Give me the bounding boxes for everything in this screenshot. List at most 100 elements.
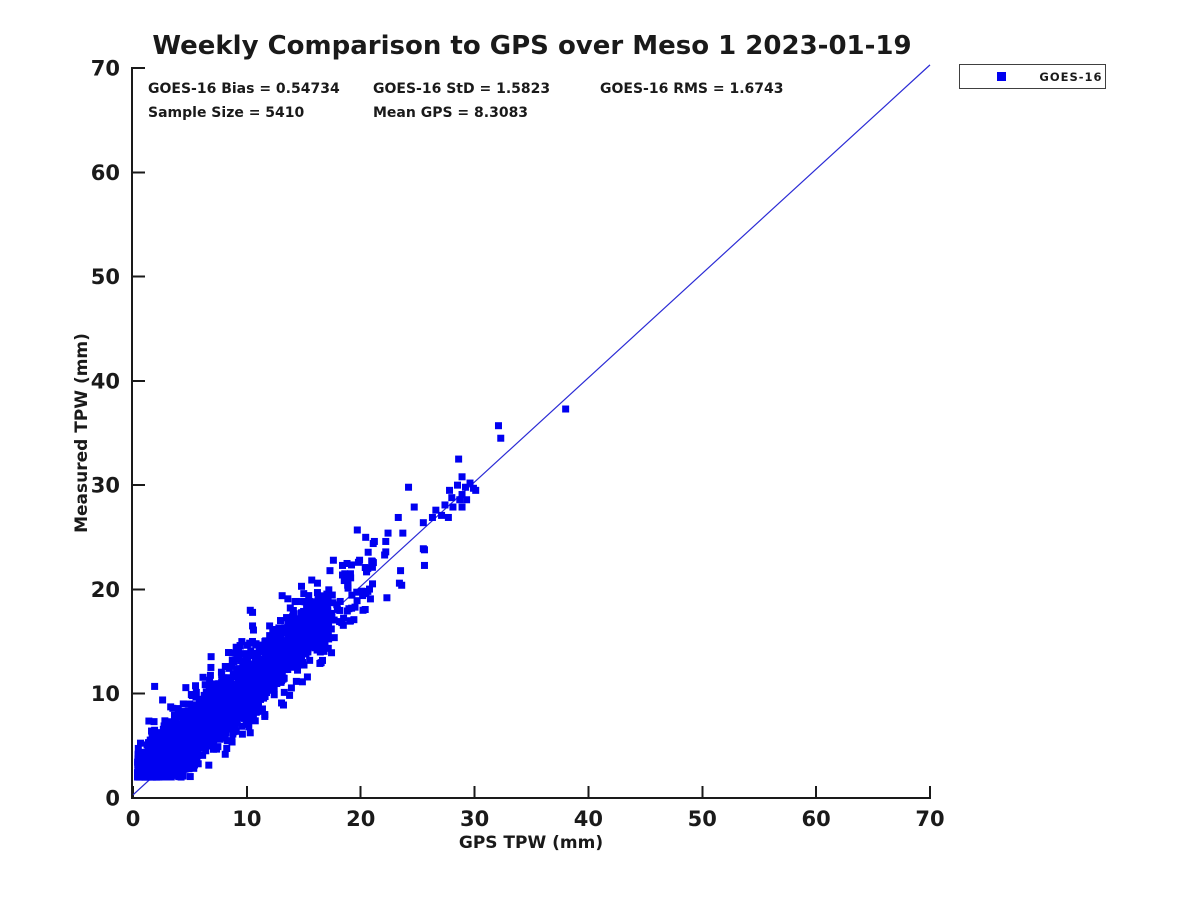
legend-marker-icon [997,72,1006,81]
scatter-point [326,567,334,575]
scatter-point [203,694,211,702]
scatter-point [208,741,216,749]
chart-title: Weekly Comparison to GPS over Meso 1 202… [152,31,911,61]
scatter-point [254,698,262,706]
scatter-point [205,761,213,769]
scatter-point [299,658,307,666]
scatter-point [225,705,233,713]
scatter-point [177,773,185,781]
scatter-point [292,624,300,632]
scatter-point [267,653,275,661]
scatter-point [147,761,155,769]
scatter-point [249,626,257,634]
scatter-point [221,732,229,740]
scatter-point [320,639,328,647]
scatter-point [198,710,206,718]
scatter-point [328,591,336,599]
scatter-point [186,773,194,781]
scatter-point [369,580,377,588]
scatter-point [267,677,275,685]
scatter-point [333,601,341,609]
scatter-point [333,605,341,613]
scatter-point [199,751,207,759]
scatter-point [194,760,202,768]
scatter-point [157,765,165,773]
scatter-point [458,491,466,499]
scatter-point [159,696,167,704]
scatter-point [173,770,181,778]
scatter-point [179,700,187,708]
scatter-point [351,603,359,611]
scatter-point [295,637,303,645]
scatter-point [276,656,284,664]
scatter-point [254,667,262,675]
y-tick-label: 30 [91,474,120,498]
scatter-point [223,744,231,752]
scatter-point [150,770,158,778]
scatter-point [358,587,366,595]
scatter-point [455,455,463,463]
scatter-point [144,743,152,751]
scatter-point [290,646,298,654]
scatter-point [140,762,148,770]
scatter-point [210,682,218,690]
scatter-point [356,556,364,564]
scatter-point [320,647,328,655]
scatter-point [330,616,338,624]
scatter-point [182,734,190,742]
scatter-point [223,737,231,745]
scatter-point [458,473,466,481]
scatter-point [291,615,299,623]
scatter-point [364,548,372,556]
scatter-point [189,750,197,758]
scatter-point [228,692,236,700]
scatter-point [432,506,440,514]
scatter-point [216,681,224,689]
scatter-point [212,706,220,714]
scatter-point [316,648,324,656]
scatter-point [224,649,232,657]
scatter-point [201,724,209,732]
scatter-point [318,623,326,631]
scatter-point [306,656,314,664]
stat-bias: GOES-16 Bias = 0.54734 [148,81,340,97]
scatter-point [260,681,268,689]
scatter-point [323,603,331,611]
scatter-point [153,729,161,737]
scatter-point [158,758,166,766]
scatter-point [180,745,188,753]
scatter-point [336,618,344,626]
scatter-point [384,529,392,537]
scatter-point [205,687,213,695]
scatter-point [313,589,321,597]
scatter-point [248,637,256,645]
scatter-point [324,592,332,600]
x-axis-label: GPS TPW (mm) [459,833,603,853]
scatter-point [209,704,217,712]
scatter-point [364,587,372,595]
scatter-point [165,769,173,777]
scatter-point [280,637,288,645]
legend-box [959,64,1106,89]
scatter-point [287,635,295,643]
scatter-point [299,598,307,606]
scatter-point [235,654,243,662]
scatter-point [275,665,283,673]
scatter-point [321,627,329,635]
scatter-point [141,748,149,756]
scatter-point [280,688,288,696]
scatter-point [207,723,215,731]
scatter-point [288,627,296,635]
scatter-point [218,674,226,682]
scatter-point [232,727,240,735]
scatter-point [238,709,246,717]
scatter-point [228,724,236,732]
scatter-point [300,590,308,598]
scatter-point [353,597,361,605]
scatter-point [197,717,205,725]
scatter-point [382,548,390,556]
scatter-point [330,634,338,642]
scatter-point [261,711,269,719]
scatter-point [308,612,316,620]
